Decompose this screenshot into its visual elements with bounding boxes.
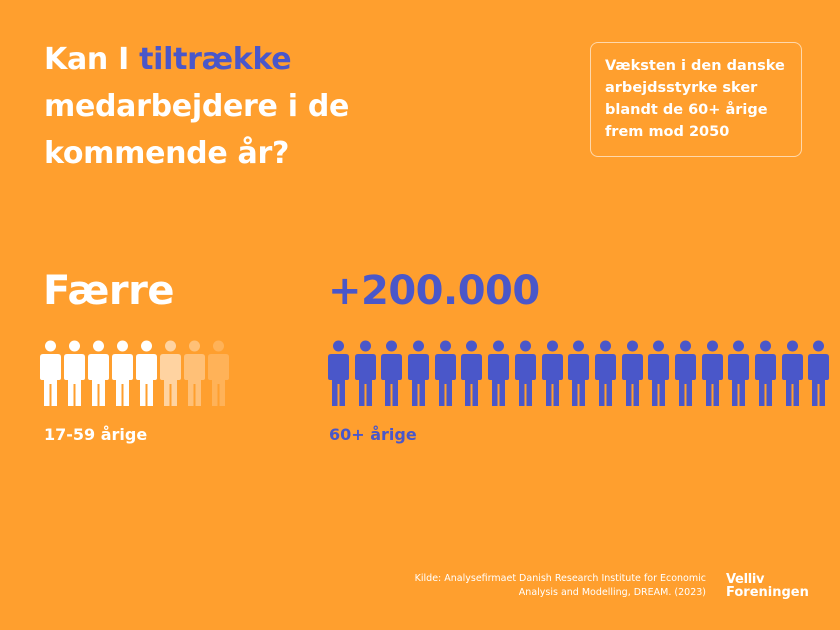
right-group-label: 60+ årige bbox=[329, 425, 417, 444]
info-box: Væksten i den danske arbejdsstyrke sker … bbox=[590, 42, 802, 157]
person-icon bbox=[381, 340, 403, 406]
logo-line-2: Foreningen bbox=[726, 585, 809, 600]
person-icon bbox=[354, 340, 376, 406]
person-icon bbox=[112, 340, 133, 406]
left-people-icons bbox=[40, 340, 229, 406]
logo-line-1: Velliv bbox=[726, 572, 765, 587]
person-icon bbox=[541, 340, 563, 406]
person-icon bbox=[568, 340, 590, 406]
velliv-logo: Velliv Foreningen bbox=[726, 573, 809, 599]
title-highlight: tiltrække bbox=[139, 42, 292, 77]
person-icon bbox=[488, 340, 510, 406]
page-title: Kan I tiltrække medarbejdere i de kommen… bbox=[44, 36, 349, 177]
left-headline: Færre bbox=[43, 268, 174, 314]
right-people-icons bbox=[328, 340, 830, 406]
source-line-2: Analysis and Modelling, DREAM. (2023) bbox=[518, 587, 706, 598]
person-icon bbox=[594, 340, 616, 406]
left-group-label: 17-59 årige bbox=[44, 425, 148, 444]
person-icon bbox=[208, 340, 229, 406]
person-icon bbox=[701, 340, 723, 406]
title-line-1: Kan I tiltrække bbox=[44, 36, 349, 83]
person-icon bbox=[461, 340, 483, 406]
person-icon bbox=[781, 340, 803, 406]
title-line-2: medarbejdere i de bbox=[44, 89, 350, 124]
person-icon bbox=[514, 340, 536, 406]
person-icon bbox=[648, 340, 670, 406]
source-citation: Kilde: Analysefirmaet Danish Research In… bbox=[415, 572, 706, 600]
person-icon bbox=[408, 340, 430, 406]
title-text: Kan I bbox=[44, 42, 140, 77]
person-icon bbox=[808, 340, 830, 406]
person-icon bbox=[621, 340, 643, 406]
right-headline: +200.000 bbox=[328, 268, 540, 314]
source-line-1: Kilde: Analysefirmaet Danish Research In… bbox=[414, 573, 706, 584]
person-icon bbox=[184, 340, 205, 406]
title-line-3: kommende år? bbox=[44, 136, 290, 171]
person-icon bbox=[328, 340, 349, 406]
person-icon bbox=[40, 340, 61, 406]
person-icon bbox=[160, 340, 181, 406]
person-icon bbox=[674, 340, 696, 406]
person-icon bbox=[755, 340, 776, 406]
person-icon bbox=[88, 340, 109, 406]
person-icon bbox=[136, 340, 157, 406]
person-icon bbox=[64, 340, 85, 406]
person-icon bbox=[434, 340, 456, 406]
person-icon bbox=[728, 340, 750, 406]
